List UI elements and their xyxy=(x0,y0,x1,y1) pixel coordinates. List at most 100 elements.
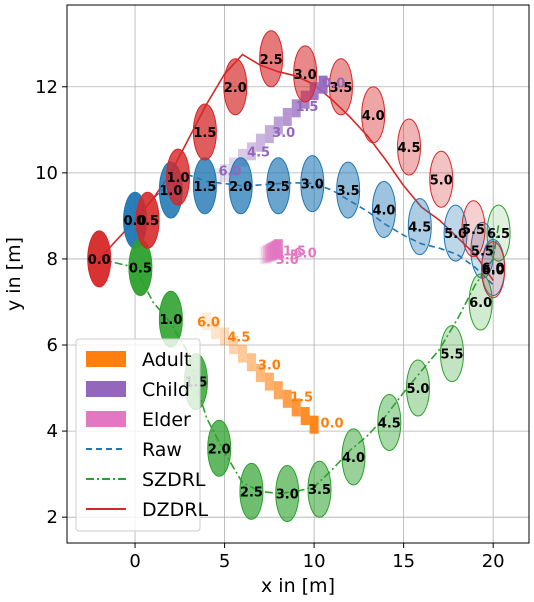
legend-label-child: Child xyxy=(142,379,190,401)
child-time-label: 4.5 xyxy=(247,145,270,160)
dzdrl-robot-ellipse xyxy=(293,45,318,103)
dzdrl-time-label: 4.0 xyxy=(362,109,385,124)
szdrl-time-label: 3.0 xyxy=(276,488,299,503)
szdrl-time-label: 2.5 xyxy=(240,485,263,500)
y-tick-label: 6 xyxy=(47,335,58,356)
child-time-label: 1.5 xyxy=(295,100,318,115)
child-pedestrian-marker xyxy=(220,163,230,182)
adult-pedestrian-marker xyxy=(273,381,283,400)
axis-ticks: 0 5 10 15 20 2 4 6 8 10 12 xyxy=(35,77,505,572)
raw-time-label: 4.5 xyxy=(408,221,431,236)
legend-label-szdrl: SZDRL xyxy=(142,469,206,491)
szdrl-time-label: 6.5 xyxy=(487,227,510,242)
x-tick-label: 15 xyxy=(392,551,415,572)
y-tick-label: 2 xyxy=(47,507,58,528)
child-pedestrian-marker xyxy=(212,168,222,187)
elder-time-label: 6.0 xyxy=(294,246,317,261)
adult-pedestrian-marker xyxy=(246,353,256,372)
raw-robot-ellipse xyxy=(228,157,253,215)
raw-robot-ellipse xyxy=(266,157,291,215)
adult-pedestrian-marker xyxy=(237,344,247,363)
raw-time-label: 5.5 xyxy=(471,244,494,259)
dzdrl-robot-ellipse xyxy=(87,230,112,288)
szdrl-time-label: 3.5 xyxy=(308,483,331,498)
time-labels: 0.01.0 1.5 2.0 2.5 3.0 3.54.04.5 5.05.56.00.51… xyxy=(88,53,510,503)
raw-time-label: 6.0 xyxy=(482,262,505,277)
szdrl-time-label: 2.0 xyxy=(208,442,231,457)
elder-time-label: 3.0 xyxy=(276,253,299,268)
raw-trajectory xyxy=(134,174,494,286)
raw-time-label: 4.0 xyxy=(372,203,395,218)
adult-pedestrian-marker xyxy=(309,415,319,434)
legend-label-dzdrl: DZDRL xyxy=(142,499,208,521)
dzdrl-robot-ellipse xyxy=(223,58,248,116)
raw-robot-ellipse xyxy=(443,204,468,262)
raw-time-label: 3.0 xyxy=(301,178,324,193)
raw-time-label: 2.0 xyxy=(229,180,252,195)
szdrl-robot-ellipse xyxy=(440,325,464,383)
szdrl-robot-ellipse xyxy=(468,273,493,331)
dzdrl-time-label: 6.0 xyxy=(482,264,505,279)
adult-pedestrian-marker xyxy=(291,398,301,417)
szdrl-robot-ellipse xyxy=(486,204,511,262)
adult-pedestrian-marker xyxy=(220,327,230,346)
dzdrl-time-label: 5.0 xyxy=(430,173,453,188)
y-tick-label: 10 xyxy=(35,163,58,184)
dzdrl-time-label: 4.5 xyxy=(398,141,421,156)
adult-pedestrian-marker xyxy=(255,363,265,382)
szdrl-time-label: 4.5 xyxy=(378,416,401,431)
adult-time-label: 1.5 xyxy=(290,391,313,406)
y-tick-label: 8 xyxy=(47,249,58,270)
szdrl-robot-ellipse xyxy=(307,460,332,518)
elder-time-label: 1.5 xyxy=(283,244,306,259)
adult-pedestrian-marker xyxy=(300,407,310,426)
child-pedestrian-marker xyxy=(255,133,265,152)
dzdrl-time-label: 3.0 xyxy=(294,68,317,83)
elder-pedestrian-marker xyxy=(264,243,274,262)
raw-robot-ellipse xyxy=(300,155,325,213)
dzdrl-time-label: 2.5 xyxy=(260,53,283,68)
elder-pedestrian-marker xyxy=(261,245,271,264)
adult-pedestrian-marker xyxy=(282,389,292,408)
elder-pedestrian-marker xyxy=(263,244,273,263)
raw-time-label: 0.0 xyxy=(124,214,147,229)
x-axis-label: x in [m] xyxy=(261,575,335,597)
adult-time-label: 3.0 xyxy=(258,358,281,373)
dzdrl-robot-ellipse xyxy=(361,86,386,144)
legend-label-raw: Raw xyxy=(142,439,182,461)
adult-time-label: 0.0 xyxy=(321,416,344,431)
legend-swatch-adult xyxy=(86,351,126,367)
raw-time-label: 1.0 xyxy=(159,184,182,199)
raw-robot-ellipse xyxy=(371,180,396,238)
szdrl-time-label: 5.5 xyxy=(440,348,463,363)
dzdrl-time-label: 3.5 xyxy=(329,81,352,96)
dzdrl-robot-ellipse xyxy=(481,241,506,299)
dzdrl-time-label: 1.0 xyxy=(167,171,190,186)
child-pedestrian-marker xyxy=(291,99,301,118)
dzdrl-robot-ellipse xyxy=(429,150,454,208)
legend-label-elder: Elder xyxy=(142,409,191,431)
raw-time-label: 1.5 xyxy=(193,180,216,195)
child-time-label: 0.0 xyxy=(322,76,345,91)
szdrl-robot-ellipse xyxy=(239,462,264,520)
szdrl-time-label: 6.0 xyxy=(469,296,492,311)
x-tick-label: 5 xyxy=(219,551,230,572)
legend-swatch-elder xyxy=(86,411,126,427)
adult-pedestrian-marker xyxy=(264,372,274,391)
szdrl-time-label: 1.0 xyxy=(159,313,182,328)
y-tick-label: 12 xyxy=(35,77,58,98)
szdrl-robot-ellipse xyxy=(341,428,366,486)
szdrl-time-label: 0.5 xyxy=(129,262,152,277)
child-time-label: 3.0 xyxy=(272,126,295,141)
legend-label-adult: Adult xyxy=(142,349,192,371)
dzdrl-robot-ellipse xyxy=(192,103,217,161)
legend-swatch-child xyxy=(86,381,126,397)
adult-pedestrian-marker xyxy=(229,336,239,355)
child-pedestrian-marker xyxy=(318,75,328,94)
dzdrl-time-label: 2.0 xyxy=(224,81,247,96)
szdrl-robot-ellipse xyxy=(405,359,430,417)
plot-frame xyxy=(66,4,530,544)
y-tick-label: 4 xyxy=(47,421,58,442)
raw-robot-ellipse xyxy=(407,198,432,256)
